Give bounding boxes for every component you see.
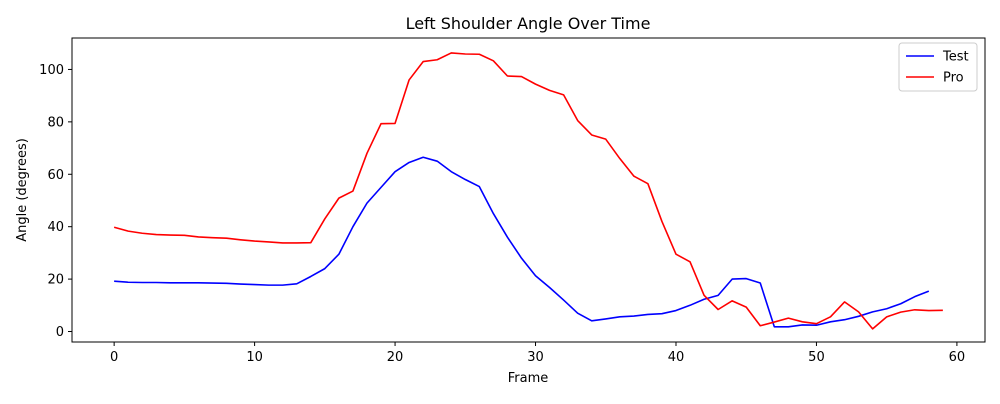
y-tick-label: 20 [47,273,64,288]
x-tick-label: 30 [527,350,544,365]
chart-title: Left Shoulder Angle Over Time [406,14,651,33]
legend: Test Pro [898,42,978,92]
y-tick-label: 0 [56,325,64,340]
x-tick-label: 60 [949,350,966,365]
legend-label-pro: Pro [943,71,964,86]
series-line-pro [113,52,943,330]
x-tick-label: 50 [808,350,825,365]
plot-frame [71,37,986,343]
y-axis-label: Angle (degrees) [15,138,30,242]
legend-box [898,42,978,92]
x-axis-label: Frame [508,371,549,386]
x-tick-label: 40 [668,350,685,365]
legend-label-test: Test [942,50,969,65]
x-tick-label: 0 [110,350,118,365]
y-tick-label: 60 [47,168,64,183]
x-tick-label: 20 [387,350,404,365]
x-tick-label: 10 [246,350,263,365]
series-line-test [114,156,930,328]
y-tick-label: 40 [47,220,64,235]
y-tick-label: 100 [39,63,64,78]
y-tick-label: 80 [47,115,64,130]
